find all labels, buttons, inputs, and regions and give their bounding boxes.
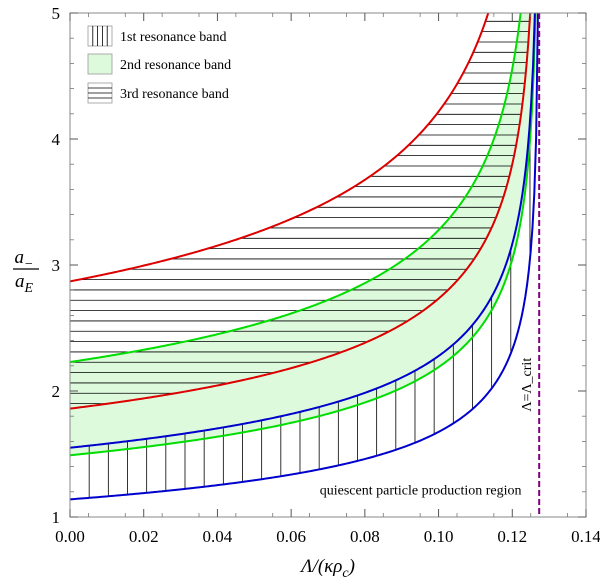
y-tick-label: 2 [52,382,61,401]
x-tick-label: 0.06 [276,527,306,546]
second-band-lower-curve [69,12,537,457]
critical-lambda-label: Λ=Λ_crit [520,358,535,412]
y-tick-label: 3 [52,256,61,275]
y-tick-label: 1 [52,508,61,527]
legend-swatch-first-band [87,25,113,47]
first-band-lower-curve [69,12,539,501]
y-axis-label-denominator: aE [15,271,34,296]
legend-swatch-second-band [87,53,113,75]
first-band-upper-curve [69,12,536,449]
band-fills [70,13,540,456]
y-axis-label: a− aE [13,247,39,296]
x-tick-label: 0.02 [129,527,159,546]
x-tick-label: 0.14 [571,527,600,546]
legend-label-third-band: 3rd resonance band [120,87,229,102]
band-boundaries [69,12,539,501]
x-tick-label: 0.10 [424,527,454,546]
y-axis-label-numerator: a− [15,247,34,272]
legend-label-second-band: 2nd resonance band [120,58,231,73]
second-band-fill [70,13,540,456]
x-tick-label: 0.12 [497,527,527,546]
x-tick-label: 0.04 [203,527,233,546]
third-band-lower-curve [69,12,532,410]
x-tick-label: 0.08 [350,527,380,546]
legend-entry-third-band: 3rd resonance band [87,82,229,104]
third-band-upper-curve [69,12,490,283]
legend-label-first-band: 1st resonance band [120,30,227,45]
quiescent-region-annotation: quiescent particle production region [320,483,522,498]
y-tick-label: 5 [52,4,61,23]
x-axis-label: Λ/(κρc) [299,556,355,581]
legend-entry-second-band: 2nd resonance band [87,53,231,75]
second-band-upper-curve [69,12,522,364]
y-tick-label: 4 [52,130,61,149]
legend-entry-first-band: 1st resonance band [87,25,227,47]
axis-ticks: 0.00 0.02 0.04 0.06 0.08 0.10 0.12 0.14 1 2 3 4 5 [52,4,600,546]
x-tick-label: 0.00 [55,527,85,546]
legend: 1st resonance band 2nd resonance band 3r… [87,25,231,104]
